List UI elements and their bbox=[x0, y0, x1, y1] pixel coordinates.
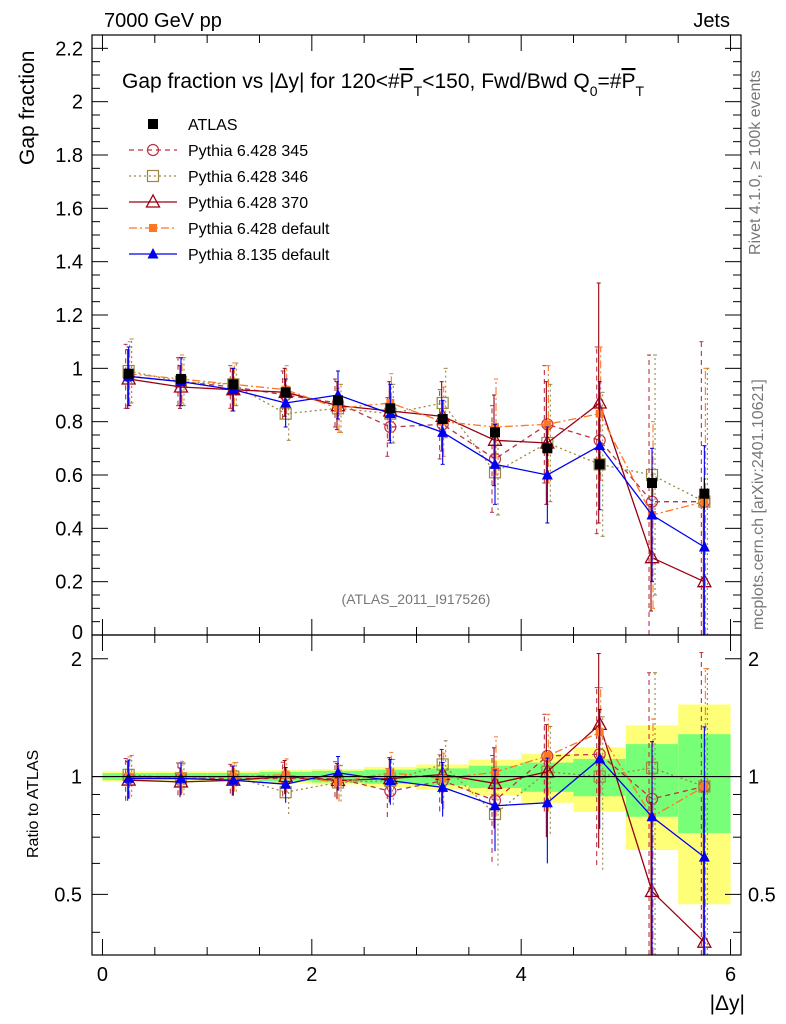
analysis-watermark: (ATLAS_2011_I917526) bbox=[342, 591, 491, 607]
y-tick-label: 0.2 bbox=[55, 572, 83, 594]
series-line bbox=[128, 378, 705, 583]
series-line bbox=[128, 373, 705, 516]
legend-entry-1: Pythia 6.428 346 bbox=[129, 169, 308, 186]
marker-triangle-filled bbox=[541, 796, 553, 808]
marker-triangle-filled bbox=[698, 851, 710, 862]
marker-triangle-filled bbox=[332, 766, 344, 778]
series-line bbox=[128, 375, 705, 548]
marker-triangle-filled bbox=[594, 752, 606, 764]
data-point bbox=[123, 368, 134, 379]
series-2 bbox=[121, 282, 712, 635]
y-tick-label: 1.2 bbox=[55, 305, 83, 327]
y-tick-label: 0.4 bbox=[55, 518, 83, 540]
legend-entry-4: Pythia 8.135 default bbox=[129, 247, 330, 264]
main-axes: 0.2 0.4 0.6 0.8 1 1.2 1.4 1.6 1.8 2 2.2 0 bbox=[55, 34, 742, 644]
series-line bbox=[128, 375, 705, 503]
legend: ATLAS Pythia 6.428 345 Pythia 6.428 346 Pyt… bbox=[129, 117, 330, 264]
data-point bbox=[699, 488, 710, 499]
data-point bbox=[332, 395, 343, 406]
ratio-line bbox=[128, 758, 705, 858]
legend-label: Pythia 6.428 default bbox=[188, 221, 330, 238]
marker-triangle-filled bbox=[384, 774, 396, 786]
ratio-series-4 bbox=[123, 708, 710, 955]
y-tick-label: 0.8 bbox=[55, 412, 83, 434]
legend-entry-2: Pythia 6.428 370 bbox=[129, 193, 308, 212]
marker-triangle-filled bbox=[489, 458, 501, 469]
legend-label: Pythia 6.428 345 bbox=[188, 143, 308, 160]
ratio-tick-label: 1 bbox=[71, 767, 82, 789]
y-tick-label: 1.6 bbox=[55, 198, 83, 220]
marker-triangle-filled bbox=[489, 799, 501, 811]
marker-triangle-filled bbox=[175, 772, 187, 783]
ratio-line bbox=[128, 753, 705, 802]
series-line bbox=[128, 370, 705, 503]
y-tick-label: 2.2 bbox=[55, 38, 83, 60]
ratio-bands bbox=[102, 704, 731, 905]
ratio-series bbox=[121, 651, 712, 955]
ratio-tick-label-right: 1 bbox=[748, 767, 759, 789]
marker-triangle-filled bbox=[646, 810, 658, 822]
x-tick-label: 0 bbox=[97, 964, 108, 986]
legend-label: Pythia 6.428 346 bbox=[188, 169, 308, 186]
energy-label: 7000 GeV pp bbox=[104, 10, 222, 32]
y-tick-label: 2 bbox=[72, 92, 83, 114]
marker-triangle-filled bbox=[698, 541, 710, 552]
marker-square-filled bbox=[543, 752, 552, 761]
y-axis-title: Gap fraction bbox=[16, 51, 39, 165]
data-point bbox=[542, 443, 553, 454]
marker-square-filled bbox=[543, 420, 552, 429]
marker-circle bbox=[146, 143, 160, 157]
data-point bbox=[647, 478, 658, 488]
y-tick-label: 0.6 bbox=[55, 465, 83, 487]
ratio-tick-label: 0.5 bbox=[54, 884, 82, 906]
data-point bbox=[228, 379, 239, 390]
ratio-tick-label-right: 2 bbox=[748, 649, 759, 671]
plot-title: Gap fraction vs |Δy| for 120<#PT<150, Fw… bbox=[122, 70, 645, 99]
legend-entry-3: Pythia 6.428 default bbox=[129, 221, 330, 238]
data-point bbox=[385, 403, 396, 414]
marker-triangle-filled bbox=[123, 772, 135, 783]
data-point bbox=[148, 119, 158, 129]
legend-label: Pythia 8.135 default bbox=[188, 247, 330, 264]
marker-triangle-filled bbox=[646, 509, 658, 520]
legend-entry-0: Pythia 6.428 345 bbox=[129, 143, 308, 160]
ratio-tick-label: 2 bbox=[71, 649, 82, 671]
ratio-axis-title: Ratio to ATLAS bbox=[25, 750, 42, 858]
category-label: Jets bbox=[693, 10, 730, 32]
x-tick-label: 6 bbox=[725, 964, 736, 986]
marker-triangle-filled bbox=[280, 778, 292, 789]
y-tick-label-zero: 0 bbox=[72, 622, 83, 644]
y-tick-label: 1 bbox=[72, 358, 83, 380]
source-label: mcplots.cern.ch [arXiv:2401.10621] bbox=[750, 379, 767, 630]
marker-triangle bbox=[145, 193, 161, 208]
data-point bbox=[437, 414, 448, 424]
legend-label: ATLAS bbox=[188, 117, 238, 134]
ratio-axes: 0 2 4 6 0.5 0.5 1 1 2 2 bbox=[54, 634, 776, 986]
y-tick-label: 1.8 bbox=[55, 145, 83, 167]
marker-triangle-filled bbox=[280, 397, 292, 408]
marker-triangle-filled bbox=[227, 774, 239, 785]
x-tick-label: 2 bbox=[306, 964, 317, 986]
data-point bbox=[490, 427, 501, 438]
data-point bbox=[594, 459, 605, 470]
main-series bbox=[121, 282, 712, 635]
marker-square bbox=[146, 169, 160, 183]
ratio-tick-label-right: 0.5 bbox=[748, 884, 776, 906]
data-point bbox=[175, 374, 186, 384]
x-tick-label: 4 bbox=[516, 964, 527, 986]
y-tick-label: 1.4 bbox=[55, 252, 83, 274]
marker-triangle-filled bbox=[541, 469, 553, 480]
main-data-points bbox=[123, 368, 710, 510]
rivet-label: Rivet 4.1.0, ≥ 100k events bbox=[747, 70, 764, 255]
marker-triangle-filled bbox=[437, 426, 449, 437]
legend-label: Pythia 6.428 370 bbox=[188, 195, 308, 212]
marker-triangle-filled bbox=[147, 248, 159, 259]
legend-entry-data: ATLAS bbox=[148, 117, 238, 134]
marker-triangle-filled bbox=[594, 439, 606, 451]
marker-square-filled bbox=[149, 224, 157, 232]
x-axis-title: |Δy| bbox=[710, 992, 745, 1015]
marker-triangle-filled bbox=[437, 781, 449, 792]
ratio-line bbox=[128, 731, 705, 818]
data-point bbox=[280, 387, 291, 398]
